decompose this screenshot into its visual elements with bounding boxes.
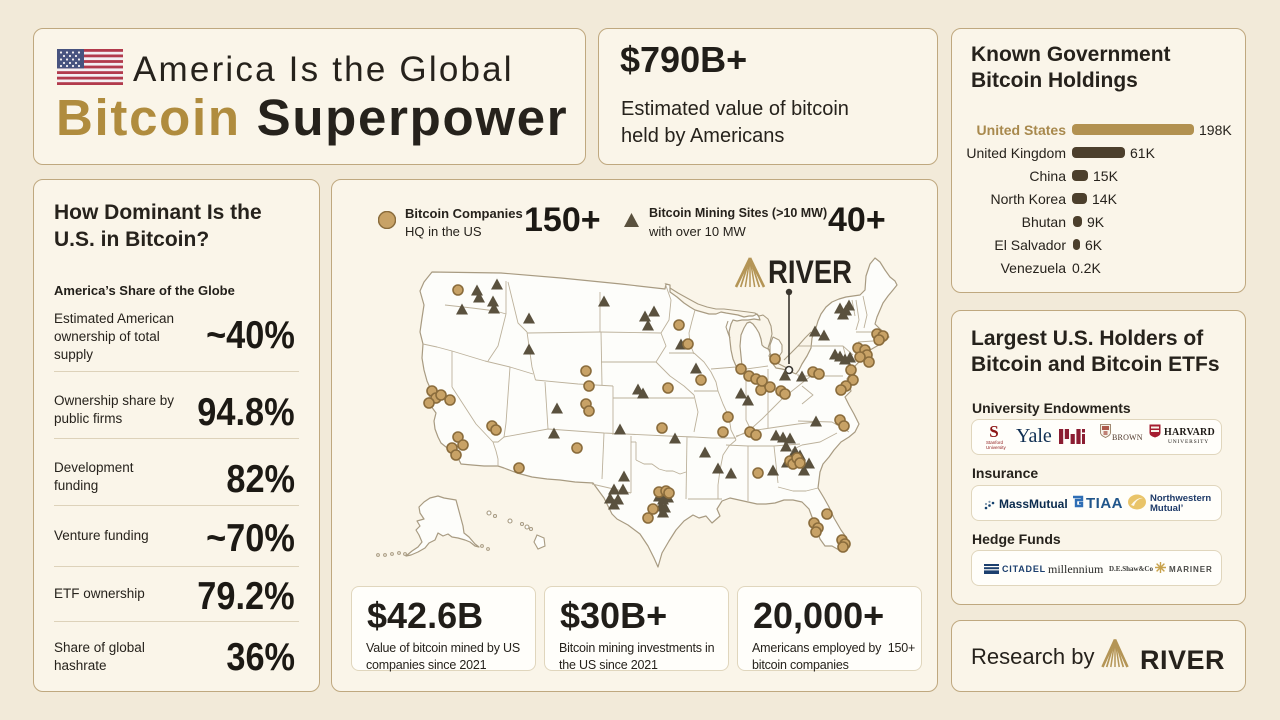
svg-text:RIVER: RIVER [768,254,852,290]
